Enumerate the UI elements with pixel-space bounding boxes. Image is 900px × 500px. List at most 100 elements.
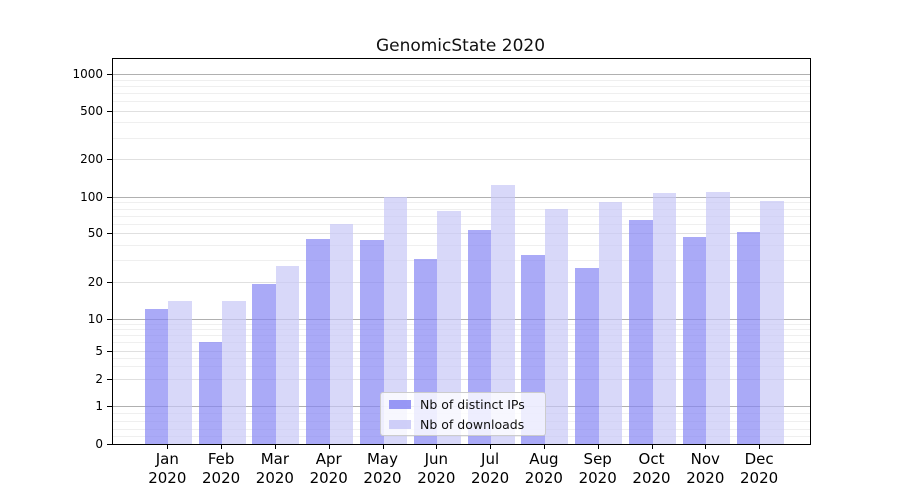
bar-downloads-nov — [706, 191, 730, 444]
bar-distinct-ips-dec — [736, 232, 761, 444]
bar-downloads-apr — [329, 223, 354, 444]
y-tick — [107, 110, 112, 112]
y-tick-label: 1000 — [72, 67, 103, 81]
x-tick — [490, 445, 492, 449]
y-tick — [107, 379, 112, 380]
plot-area: Nb of distinct IPs Nb of downloads — [112, 58, 811, 445]
gridline-major — [113, 74, 810, 75]
bar-downloads-aug — [544, 209, 569, 444]
y-tick-label: 2 — [95, 372, 103, 386]
y-tick-label: 20 — [87, 274, 103, 289]
gridline-minor — [113, 101, 810, 103]
gridline-mid — [113, 233, 810, 235]
y-tick-label: 5 — [95, 343, 103, 358]
x-tick-label: Feb 2020 — [202, 450, 241, 487]
bar-distinct-ips-apr — [306, 238, 330, 444]
bar-downloads-sep — [598, 201, 623, 444]
gridline-minor — [113, 202, 810, 204]
x-tick-label: Jun 2020 — [417, 450, 456, 487]
legend-swatch-distinct-ips — [389, 399, 411, 409]
gridline-mid — [113, 281, 810, 283]
y-tick — [107, 281, 112, 283]
gridline-minor — [113, 85, 810, 87]
x-tick — [221, 445, 223, 449]
y-tick-label: 200 — [80, 152, 103, 166]
bar-distinct-ips-oct — [629, 220, 653, 444]
legend: Nb of distinct IPs Nb of downloads — [380, 392, 546, 436]
bar-distinct-ips-sep — [575, 267, 599, 444]
bar-downloads-jan — [168, 300, 192, 444]
y-tick — [107, 159, 112, 160]
x-tick-label: Dec 2020 — [740, 450, 779, 487]
bar-downloads-dec — [760, 200, 784, 444]
chart-title: GenomicState 2020 — [375, 36, 546, 56]
gridline-minor — [113, 357, 810, 359]
bar-downloads-feb — [222, 300, 246, 444]
gridline-mid — [113, 379, 810, 380]
bar-distinct-ips-nov — [682, 236, 707, 444]
gridline-minor — [113, 223, 810, 225]
gridline-minor — [113, 137, 810, 139]
x-tick — [543, 445, 545, 449]
x-tick-label: Aug 2020 — [524, 450, 563, 487]
x-tick — [328, 445, 330, 449]
bar-distinct-ips-feb — [198, 342, 223, 444]
bar-downloads-jun — [437, 210, 461, 444]
gridline-minor — [113, 215, 810, 217]
gridline-mid — [113, 159, 810, 160]
y-tick — [107, 196, 112, 198]
gridline-major — [113, 319, 810, 320]
x-tick — [759, 445, 761, 449]
y-tick-label: 1 — [95, 398, 103, 413]
legend-row: Nb of distinct IPs — [389, 394, 537, 414]
gridline-major — [113, 196, 810, 198]
x-tick — [274, 445, 276, 449]
y-tick-label: 0 — [95, 437, 103, 451]
y-tick-label: 50 — [87, 226, 103, 241]
x-tick-label: Oct 2020 — [632, 450, 671, 487]
x-tick — [436, 445, 438, 449]
x-tick — [167, 445, 169, 449]
bar-distinct-ips-mar — [252, 284, 276, 444]
x-tick-label: Sep 2020 — [578, 450, 617, 487]
gridline-mid — [113, 350, 810, 352]
x-tick — [705, 445, 707, 449]
gridline-minor — [113, 342, 810, 344]
bar-downloads-oct — [652, 193, 676, 444]
bar-downloads-may — [383, 196, 407, 444]
gridline-minor — [113, 79, 810, 81]
y-tick — [107, 74, 112, 75]
y-tick-label: 10 — [87, 312, 103, 326]
x-tick-label: Apr 2020 — [309, 450, 348, 487]
gridline-minor — [113, 92, 810, 94]
x-tick-label: Mar 2020 — [255, 450, 294, 487]
y-tick — [107, 350, 112, 352]
x-tick-label: Jul 2020 — [471, 450, 510, 487]
bar-downloads-mar — [275, 265, 300, 444]
y-tick — [107, 405, 112, 407]
gridline-minor — [113, 323, 810, 325]
x-tick — [382, 445, 384, 449]
x-tick — [597, 445, 599, 449]
x-tick — [651, 445, 653, 449]
gridline-minor — [113, 329, 810, 331]
y-tick — [107, 233, 112, 235]
gridline-minor — [113, 366, 810, 368]
bar-distinct-ips-jul — [467, 230, 492, 444]
y-tick — [107, 444, 112, 445]
gridline-minor — [113, 122, 810, 124]
legend-row: Nb of downloads — [389, 414, 537, 434]
legend-swatch-downloads — [389, 419, 411, 429]
legend-label-downloads: Nb of downloads — [420, 416, 525, 432]
bar-downloads-jul — [491, 184, 515, 444]
gridline-minor — [113, 245, 810, 247]
gridline-minor — [113, 260, 810, 262]
gridline-minor — [113, 208, 810, 210]
gridline-minor — [113, 335, 810, 337]
bar-distinct-ips-may — [360, 240, 384, 444]
x-tick-label: Nov 2020 — [686, 450, 725, 487]
legend-label-distinct-ips: Nb of distinct IPs — [420, 396, 525, 412]
x-tick-label: May 2020 — [363, 450, 402, 487]
gridline-mid — [113, 110, 810, 112]
